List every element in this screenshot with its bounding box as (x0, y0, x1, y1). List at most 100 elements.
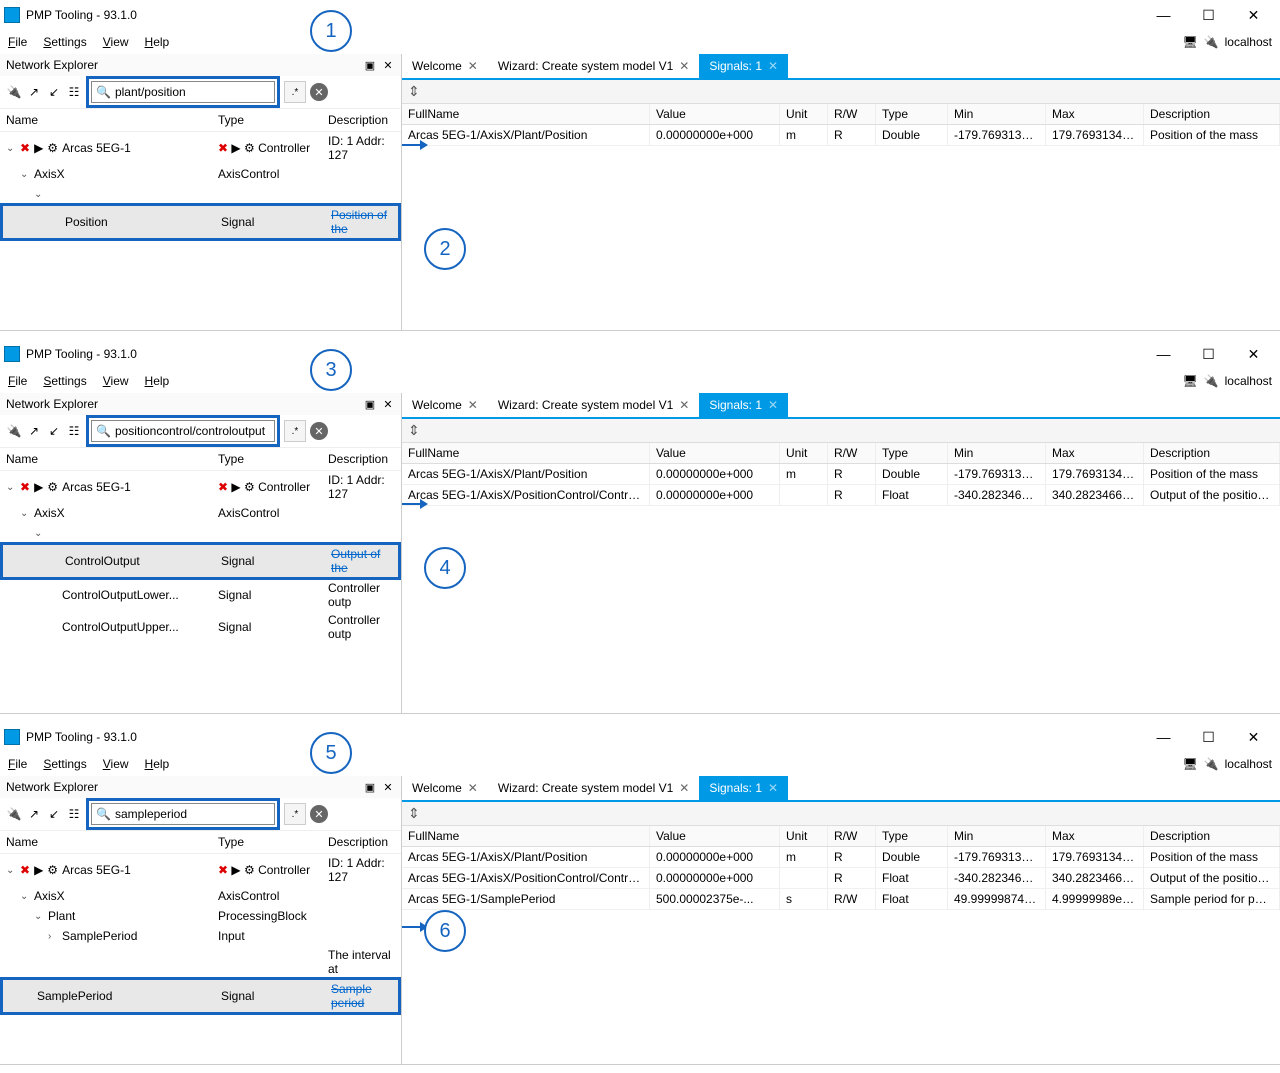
tree-row[interactable]: ControlOutput Signal Output of the (0, 542, 401, 580)
tree-row[interactable]: ⌄ ✖ ▶ ⚙ Arcas 5EG-1 ✖ ▶ ⚙ Controller ID:… (0, 854, 401, 886)
caret-icon[interactable]: ⌄ (20, 169, 30, 180)
menu-help[interactable]: Help (145, 757, 170, 771)
tree-row[interactable]: ⌄ ✖ ▶ ⚙ Arcas 5EG-1 ✖ ▶ ⚙ Controller ID:… (0, 132, 401, 164)
col-rw[interactable]: R/W (828, 826, 876, 846)
sort-icon[interactable]: ⇕ (408, 422, 420, 439)
col-desc[interactable]: Description (1144, 826, 1280, 846)
tree-row[interactable]: ⌄ ✖ ▶ ⚙ Arcas 5EG-1 ✖ ▶ ⚙ Controller ID:… (0, 471, 401, 503)
tree-icon[interactable]: ☷ (66, 806, 82, 822)
menu-file[interactable]: File (8, 757, 27, 771)
maximize-button[interactable]: ☐ (1186, 723, 1231, 751)
caret-icon[interactable]: ⌄ (34, 911, 44, 922)
collapse-icon[interactable]: ↙ (46, 806, 62, 822)
col-min[interactable]: Min (948, 443, 1046, 463)
undock-icon[interactable]: ▣ (363, 58, 377, 72)
minimize-button[interactable]: — (1141, 723, 1186, 751)
grid-row[interactable]: Arcas 5EG-1/AxisX/Plant/Position 0.00000… (402, 847, 1280, 868)
sort-icon[interactable]: ⇕ (408, 83, 420, 100)
close-button[interactable]: ✕ (1231, 340, 1276, 368)
col-value[interactable]: Value (650, 443, 780, 463)
caret-icon[interactable]: › (48, 931, 58, 942)
col-rw[interactable]: R/W (828, 443, 876, 463)
tree-row[interactable]: › SamplePeriod Input (0, 926, 401, 946)
search-input[interactable] (115, 85, 270, 99)
minimize-button[interactable]: — (1141, 340, 1186, 368)
tree-row[interactable]: Position Signal Position of the (0, 203, 401, 241)
menu-view[interactable]: View (103, 374, 129, 388)
tab-welcome[interactable]: Welcome✕ (402, 393, 488, 417)
tree-row[interactable]: SamplePeriod Signal Sample period (0, 977, 401, 1015)
play-icon[interactable]: ▶ (231, 141, 240, 155)
gear-icon[interactable]: ⚙ (47, 141, 58, 155)
col-desc[interactable]: Description (328, 113, 395, 127)
tab-welcome[interactable]: Welcome✕ (402, 776, 488, 800)
caret-icon[interactable]: ⌄ (34, 528, 44, 539)
tree-row[interactable]: ⌄ AxisX AxisControl (0, 164, 401, 184)
tree-row[interactable]: S...P... The interval at (0, 946, 401, 978)
search-input[interactable] (115, 807, 270, 821)
col-value[interactable]: Value (650, 826, 780, 846)
tab-signals[interactable]: Signals: 1✕ (699, 54, 788, 78)
col-name[interactable]: Name (6, 835, 218, 849)
menu-file[interactable]: File (8, 374, 27, 388)
col-fullname[interactable]: FullName (402, 443, 650, 463)
gear-icon[interactable]: ⚙ (47, 863, 58, 877)
filter-button[interactable]: .* (284, 81, 306, 103)
filter-button[interactable]: .* (284, 803, 306, 825)
gear-icon[interactable]: ⚙ (244, 141, 255, 155)
tree-row[interactable]: ⌄ P...C... (0, 523, 401, 543)
col-min[interactable]: Min (948, 826, 1046, 846)
caret-icon[interactable]: ⌄ (6, 865, 16, 876)
grid-row[interactable]: Arcas 5EG-1/AxisX/Plant/Position 0.00000… (402, 464, 1280, 485)
plug-tool-icon[interactable]: 🔌 (6, 806, 22, 822)
col-desc[interactable]: Description (1144, 104, 1280, 124)
collapse-icon[interactable]: ↙ (46, 84, 62, 100)
tree-row[interactable]: ⌄ Plant ProcessingBlock (0, 906, 401, 926)
plug-tool-icon[interactable]: 🔌 (6, 84, 22, 100)
clear-search-button[interactable]: ✕ (310, 83, 328, 101)
undock-icon[interactable]: ▣ (363, 397, 377, 411)
play-icon[interactable]: ▶ (231, 480, 240, 494)
tab-signals[interactable]: Signals: 1✕ (699, 776, 788, 800)
col-name[interactable]: Name (6, 452, 218, 466)
expand-icon[interactable]: ↗ (26, 423, 42, 439)
col-desc[interactable]: Description (328, 452, 395, 466)
menu-settings[interactable]: Settings (43, 757, 86, 771)
col-type[interactable]: Type (218, 113, 328, 127)
menu-view[interactable]: View (103, 35, 129, 49)
undock-icon[interactable]: ▣ (363, 780, 377, 794)
close-icon[interactable]: ✕ (768, 781, 778, 795)
expand-icon[interactable]: ↗ (26, 806, 42, 822)
col-value[interactable]: Value (650, 104, 780, 124)
gear-icon[interactable]: ⚙ (47, 480, 58, 494)
search-field[interactable]: 🔍 (91, 803, 275, 825)
maximize-button[interactable]: ☐ (1186, 340, 1231, 368)
menu-help[interactable]: Help (145, 374, 170, 388)
menu-help[interactable]: Help (145, 35, 170, 49)
gear-icon[interactable]: ⚙ (244, 863, 255, 877)
caret-icon[interactable]: ⌄ (34, 189, 44, 200)
tree-row[interactable]: ⌄ Pl... (0, 184, 401, 204)
tree-row[interactable]: ControlOutputLower... Signal Controller … (0, 579, 401, 611)
tree-row[interactable]: ControlOutputUpper... Signal Controller … (0, 611, 401, 643)
col-fullname[interactable]: FullName (402, 826, 650, 846)
grid-row[interactable]: Arcas 5EG-1/AxisX/PositionControl/Contro… (402, 868, 1280, 889)
col-unit[interactable]: Unit (780, 443, 828, 463)
play-icon[interactable]: ▶ (34, 863, 43, 877)
tree-icon[interactable]: ☷ (66, 84, 82, 100)
search-input[interactable] (115, 424, 270, 438)
tree-row[interactable]: ⌄ AxisX AxisControl (0, 503, 401, 523)
sort-icon[interactable]: ⇕ (408, 805, 420, 822)
col-max[interactable]: Max (1046, 443, 1144, 463)
plug-tool-icon[interactable]: 🔌 (6, 423, 22, 439)
tab-welcome[interactable]: Welcome✕ (402, 54, 488, 78)
close-pane-icon[interactable]: ✕ (381, 397, 395, 411)
close-icon[interactable]: ✕ (468, 781, 478, 795)
close-button[interactable]: ✕ (1231, 1, 1276, 29)
col-max[interactable]: Max (1046, 104, 1144, 124)
play-icon[interactable]: ▶ (34, 480, 43, 494)
close-icon[interactable]: ✕ (679, 781, 689, 795)
col-unit[interactable]: Unit (780, 826, 828, 846)
expand-icon[interactable]: ↗ (26, 84, 42, 100)
close-icon[interactable]: ✕ (679, 59, 689, 73)
